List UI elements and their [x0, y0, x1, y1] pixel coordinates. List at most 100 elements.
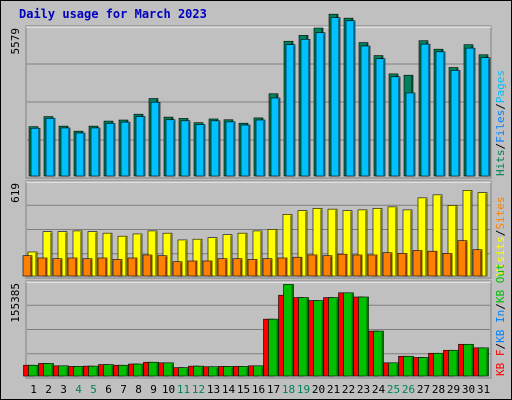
- bar-visits-day-20: [312, 208, 323, 277]
- bar-pages-day-4: [75, 132, 86, 177]
- bar-kb-out-day-15: [238, 366, 249, 377]
- bar-kb-out-day-20: [313, 300, 324, 377]
- bar-pages-day-17: [270, 97, 281, 177]
- y-max-label: 155385: [9, 283, 22, 323]
- bar-kb-out-day-3: [58, 365, 69, 377]
- legend: Hits/Files/Pages: [494, 70, 507, 176]
- bar-pages-day-5: [90, 127, 101, 177]
- bar-pages-day-23: [360, 45, 371, 177]
- bar-visits-day-6: [102, 232, 113, 277]
- bar-visits-day-28: [432, 194, 443, 277]
- bar-pages-day-3: [60, 127, 71, 177]
- bar-pages-day-31: [480, 57, 491, 177]
- bar-visits-day-25: [387, 206, 398, 277]
- x-tick-label-day-29: 29: [447, 383, 460, 396]
- bar-kb-out-day-22: [343, 292, 354, 377]
- bar-kb-out-day-23: [358, 296, 369, 377]
- x-tick-label-day-14: 14: [222, 383, 236, 396]
- bar-kb-out-day-19: [298, 297, 309, 377]
- bar-sites-day-2: [37, 257, 48, 277]
- bar-kb-out-day-12: [193, 365, 204, 377]
- bar-visits-day-5: [87, 231, 98, 277]
- x-tick-label-day-15: 15: [237, 383, 250, 396]
- bar-sites-day-27: [412, 250, 423, 277]
- bar-sites-day-7: [112, 259, 123, 277]
- bar-visits-day-27: [417, 197, 428, 277]
- x-tick-label-day-3: 3: [60, 383, 67, 396]
- bar-sites-day-6: [97, 257, 108, 277]
- bar-visits-day-30: [462, 190, 473, 277]
- bar-kb-out-day-16: [253, 365, 264, 377]
- bar-sites-day-17: [262, 258, 273, 277]
- bar-visits-day-7: [117, 235, 128, 277]
- bar-sites-day-11: [172, 261, 183, 277]
- visits-panel: 619 Visits/Sites: [9, 180, 507, 279]
- bar-pages-day-9: [150, 101, 161, 177]
- bar-kb-out-day-10: [163, 362, 174, 377]
- bar-pages-day-30: [465, 47, 476, 177]
- bar-visits-day-16: [252, 230, 263, 277]
- bar-pages-day-8: [135, 116, 146, 177]
- bar-pages-day-18: [285, 44, 296, 177]
- bar-visits-day-31: [477, 192, 488, 277]
- x-tick-label-day-26: 26: [402, 383, 415, 396]
- bar-sites-day-16: [247, 259, 258, 277]
- bar-visits-day-17: [267, 229, 278, 277]
- x-tick-label-day-7: 7: [120, 383, 127, 396]
- y-max-label: 619: [9, 183, 22, 203]
- x-tick-label-day-30: 30: [462, 383, 475, 396]
- bar-visits-day-18: [282, 214, 293, 277]
- bar-kb-out-day-27: [418, 357, 429, 377]
- legend-item-files: Files: [494, 110, 507, 143]
- y-max-label: 5579: [9, 28, 22, 55]
- bar-visits-day-21: [327, 208, 338, 277]
- bar-sites-day-22: [337, 253, 348, 277]
- bar-visits-day-8: [132, 233, 143, 277]
- x-tick-label-day-18: 18: [282, 383, 295, 396]
- x-tick-label-day-4: 4: [75, 383, 82, 396]
- x-tick-label-day-31: 31: [477, 383, 490, 396]
- bar-sites-day-9: [142, 254, 153, 277]
- bar-kb-out-day-11: [178, 367, 189, 377]
- x-tick-label-day-19: 19: [297, 383, 310, 396]
- bar-pages-day-1: [30, 127, 41, 177]
- bar-pages-day-20: [315, 32, 326, 177]
- legend-item-kb-in: KB In: [494, 310, 507, 343]
- x-tick-label-day-28: 28: [432, 383, 445, 396]
- bar-kb-out-day-26: [403, 355, 414, 377]
- bar-pages-day-6: [105, 123, 116, 177]
- bar-pages-day-19: [300, 39, 311, 177]
- x-tick-label-day-13: 13: [207, 383, 220, 396]
- bar-visits-day-13: [207, 237, 218, 277]
- bar-kb-out-day-7: [118, 364, 129, 377]
- x-tick-label-day-1: 1: [30, 383, 37, 396]
- x-tick-label-day-9: 9: [150, 383, 157, 396]
- bar-pages-day-27: [420, 43, 431, 177]
- bar-kb-out-day-18: [283, 284, 294, 377]
- bar-visits-day-2: [42, 231, 53, 277]
- legend-item-kb-out: KB Out: [494, 263, 507, 303]
- bar-kb-out-day-4: [73, 366, 84, 377]
- hits-panel: 5579 Hits/Files/Pages: [9, 13, 507, 179]
- x-tick-label-day-25: 25: [387, 383, 400, 396]
- bar-sites-day-25: [382, 252, 393, 277]
- bar-kb-out-day-14: [223, 366, 234, 377]
- bar-visits-day-3: [57, 231, 68, 277]
- bar-kb-out-day-13: [208, 366, 219, 377]
- legend-separator: /: [494, 343, 507, 350]
- bar-pages-day-2: [45, 118, 56, 177]
- x-tick-label-day-11: 11: [177, 383, 190, 396]
- bar-sites-day-5: [82, 258, 93, 277]
- legend-item-kb-f: KB F: [494, 350, 507, 377]
- legend-item-hits: Hits: [494, 150, 507, 177]
- bar-pages-day-22: [345, 20, 356, 177]
- bar-kb-out-day-30: [463, 343, 474, 377]
- bar-kb-out-day-24: [373, 330, 384, 377]
- x-tick-label-day-10: 10: [162, 383, 175, 396]
- bar-visits-day-22: [342, 210, 353, 277]
- legend-item-visits: Visits: [494, 236, 507, 276]
- bar-visits-day-19: [297, 210, 308, 277]
